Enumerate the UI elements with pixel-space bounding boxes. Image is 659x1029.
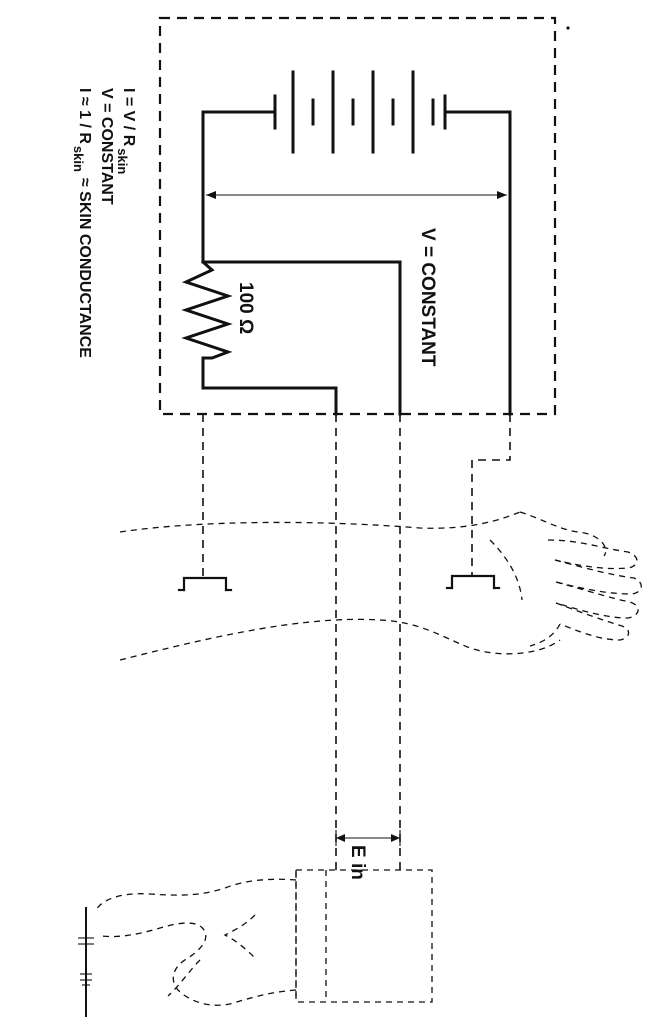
recorder-stylus [78,907,94,1017]
recording-hand-outline [94,878,297,1006]
voltage-dimension-line [206,191,507,199]
equation-conductance: I ≈ 1 / Rskin≈ SKIN CONDUCTANCE [71,88,93,358]
stray-mark [566,26,570,30]
forearm-electrode [177,576,233,592]
hand-and-forearm-outline [119,511,642,661]
ein-label: E in [347,845,368,880]
ein-dimension-line [335,830,401,846]
equation-voltage: V = CONSTANT [98,88,115,205]
resistor-top-tap-wire [201,260,402,416]
resistor-bottom-tap-wire [201,386,338,416]
constant-voltage-enclosure [158,16,557,416]
battery-symbol [201,70,512,154]
resistor-100-ohm [181,259,233,360]
recorder-box [295,869,433,1003]
equation-current: I = V / Rskin [115,88,137,174]
resistor-value-label: 100 Ω [235,282,256,334]
palm-electrode [445,574,501,590]
voltage-constant-label: V = CONSTANT [417,228,438,367]
lead-wire-hand-electrode [471,414,511,575]
